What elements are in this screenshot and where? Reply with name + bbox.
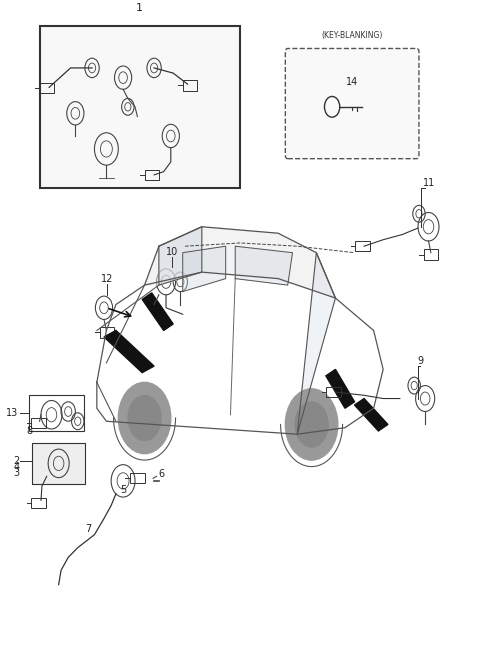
Text: 2: 2 (13, 457, 20, 466)
Circle shape (128, 396, 161, 441)
Bar (424, 249, 438, 260)
Bar (39, 83, 54, 93)
Text: 11: 11 (423, 178, 435, 188)
Bar (326, 387, 341, 398)
Bar (144, 170, 159, 180)
Polygon shape (159, 227, 202, 285)
Bar (183, 80, 197, 91)
FancyBboxPatch shape (285, 49, 419, 159)
Text: 3: 3 (13, 468, 20, 478)
Bar (32, 418, 46, 428)
Bar (33, 443, 85, 484)
Polygon shape (104, 331, 154, 373)
Circle shape (118, 382, 171, 454)
Text: 4: 4 (13, 462, 20, 472)
Bar (130, 473, 144, 483)
Polygon shape (235, 246, 292, 285)
Text: 13: 13 (6, 409, 18, 419)
Bar (356, 241, 370, 251)
Text: 8: 8 (26, 426, 32, 436)
Polygon shape (144, 227, 336, 298)
Text: 7: 7 (85, 524, 91, 534)
Text: 12: 12 (101, 274, 113, 284)
Circle shape (285, 389, 338, 460)
Text: 9: 9 (417, 356, 423, 366)
Bar (29, 396, 84, 431)
Bar (39, 26, 240, 188)
Text: 1: 1 (136, 3, 144, 13)
Text: 5: 5 (120, 485, 126, 495)
Circle shape (295, 401, 328, 447)
Text: 6: 6 (159, 470, 165, 480)
Text: 10: 10 (166, 247, 179, 256)
Polygon shape (326, 369, 355, 408)
Polygon shape (297, 253, 336, 434)
Polygon shape (355, 399, 388, 431)
Text: 14: 14 (346, 77, 358, 87)
Bar (32, 498, 46, 508)
Text: (KEY-BLANKING): (KEY-BLANKING) (322, 31, 383, 40)
Polygon shape (183, 246, 226, 291)
Bar (100, 327, 115, 338)
Polygon shape (142, 293, 173, 331)
